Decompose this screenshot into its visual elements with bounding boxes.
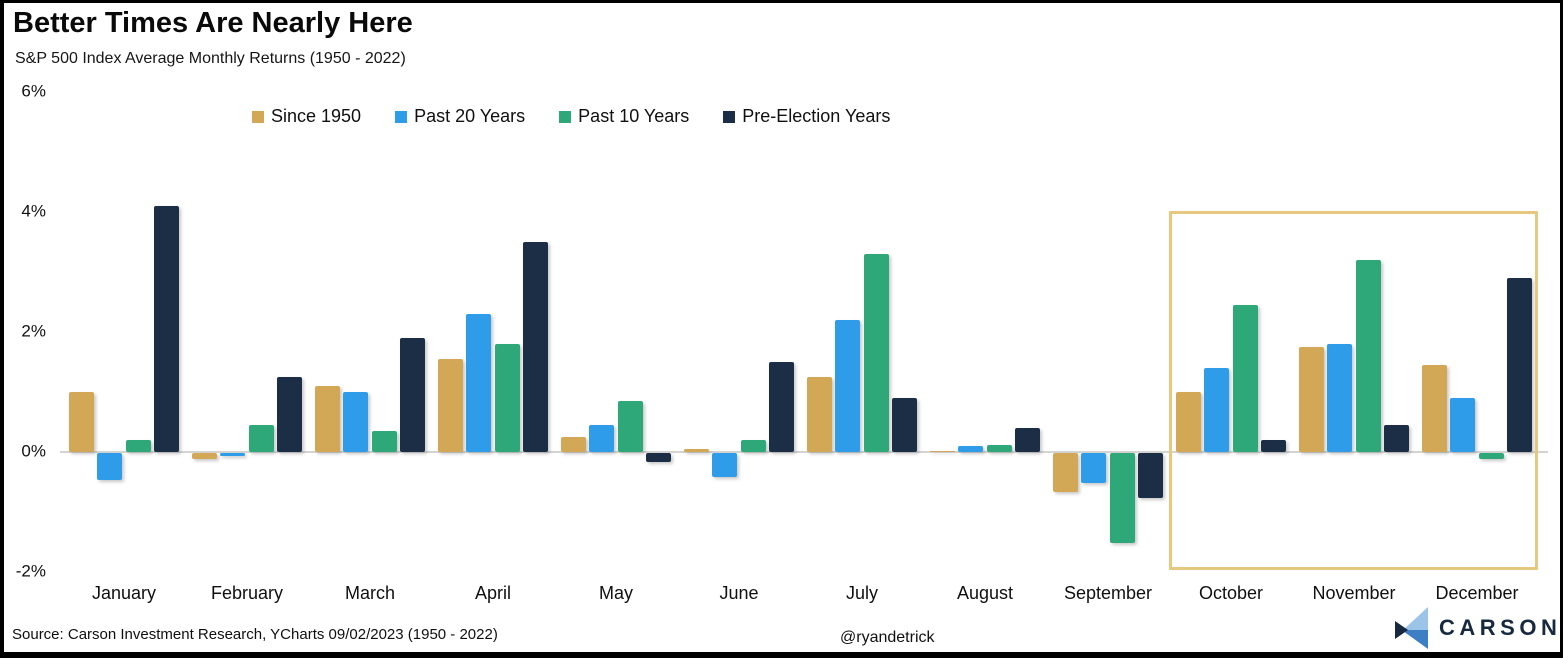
bar-april-past-20-years	[466, 314, 492, 452]
y-tick-label: 6%	[21, 81, 46, 101]
bar-january-past-10-years	[125, 440, 151, 452]
x-label-april: April	[474, 583, 512, 603]
legend-item-1: Past 20 Years	[395, 106, 525, 127]
bar-august-past-10-years	[986, 444, 1012, 452]
bar-may-past-10-years	[617, 401, 643, 452]
bar-september-past-10-years	[1109, 453, 1135, 543]
bar-september-since-1950	[1052, 453, 1078, 492]
legend-item-2: Past 10 Years	[559, 106, 689, 127]
bar-december-since-1950	[1421, 365, 1447, 452]
bar-july-past-20-years	[835, 320, 861, 452]
bar-may-past-20-years	[589, 425, 615, 452]
bar-july-past-10-years	[863, 254, 889, 452]
source-note: Source: Carson Investment Research, YCha…	[12, 626, 498, 643]
carson-logo-icon	[1394, 606, 1430, 650]
bar-november-since-1950	[1298, 347, 1324, 452]
bar-february-past-20-years	[220, 453, 246, 456]
bar-may-since-1950	[560, 437, 586, 452]
bar-october-past-20-years	[1204, 368, 1230, 452]
legend-swatch-icon	[723, 110, 736, 123]
bar-june-pre-election-years	[769, 362, 795, 452]
bar-february-since-1950	[191, 453, 217, 459]
bar-december-pre-election-years	[1507, 278, 1533, 452]
bar-august-since-1950	[929, 450, 955, 453]
y-tick-label: 0%	[21, 441, 46, 461]
x-label-november: November	[1312, 583, 1396, 603]
bar-july-pre-election-years	[892, 398, 918, 452]
bar-april-since-1950	[437, 359, 463, 452]
bar-january-since-1950	[68, 392, 94, 452]
bar-march-pre-election-years	[400, 338, 426, 452]
bar-november-past-10-years	[1355, 260, 1381, 452]
legend-swatch-icon	[559, 110, 572, 123]
bar-september-past-20-years	[1081, 453, 1107, 483]
bar-august-past-20-years	[958, 446, 984, 452]
bar-july-since-1950	[806, 377, 832, 452]
bar-march-past-10-years	[371, 431, 397, 452]
legend-label: Past 10 Years	[578, 106, 690, 126]
bar-april-pre-election-years	[523, 242, 549, 452]
legend-label: Past 20 Years	[414, 106, 526, 126]
author-handle: @ryandetrick	[840, 629, 935, 646]
bar-october-since-1950	[1175, 392, 1201, 452]
bar-march-past-20-years	[343, 392, 369, 452]
bar-august-pre-election-years	[1015, 428, 1041, 452]
carson-logo: CARSON	[1394, 606, 1561, 650]
x-label-december: December	[1435, 583, 1519, 603]
bar-october-past-10-years	[1232, 305, 1258, 452]
bar-december-past-20-years	[1450, 398, 1476, 452]
bar-june-past-20-years	[712, 453, 738, 477]
x-label-february: February	[210, 583, 284, 603]
x-label-august: August	[956, 583, 1014, 603]
bar-june-since-1950	[683, 449, 709, 452]
bar-january-past-20-years	[97, 453, 123, 480]
bar-march-since-1950	[314, 386, 340, 452]
chart-legend: Since 1950 Past 20 Years Past 10 Years Pre-…	[252, 106, 890, 127]
x-label-july: July	[845, 583, 879, 603]
bar-september-pre-election-years	[1138, 453, 1164, 498]
legend-label: Pre-Election Years	[742, 106, 891, 126]
y-tick-label: 4%	[21, 201, 46, 221]
bar-february-pre-election-years	[277, 377, 303, 452]
x-label-may: May	[598, 583, 634, 603]
bar-june-past-10-years	[740, 440, 766, 452]
legend-item-0: Since 1950	[252, 106, 361, 127]
bar-november-pre-election-years	[1384, 425, 1410, 452]
legend-label: Since 1950	[271, 106, 362, 126]
y-tick-label: 2%	[21, 321, 46, 341]
x-label-march: March	[344, 583, 396, 603]
legend-swatch-icon	[252, 110, 264, 123]
page-title: Better Times Are Nearly Here	[13, 7, 413, 39]
bar-april-past-10-years	[494, 344, 520, 452]
x-label-june: June	[719, 583, 759, 603]
bar-may-pre-election-years	[646, 453, 672, 462]
bar-october-pre-election-years	[1261, 440, 1287, 452]
bar-january-pre-election-years	[154, 206, 180, 452]
legend-swatch-icon	[395, 110, 408, 123]
legend-item-3: Pre-Election Years	[723, 106, 890, 127]
y-tick-label: -2%	[15, 561, 46, 581]
bar-november-past-20-years	[1327, 344, 1353, 452]
chart-subtitle: S&P 500 Index Average Monthly Returns (1…	[15, 50, 406, 67]
zero-baseline	[60, 451, 1548, 453]
x-label-october: October	[1198, 583, 1264, 603]
x-label-january: January	[91, 583, 157, 603]
bar-december-past-10-years	[1478, 453, 1504, 459]
x-label-september: September	[1063, 583, 1153, 603]
carson-logo-text: CARSON	[1439, 615, 1562, 640]
q4-highlight-box	[1169, 211, 1538, 570]
bar-february-past-10-years	[248, 425, 274, 452]
